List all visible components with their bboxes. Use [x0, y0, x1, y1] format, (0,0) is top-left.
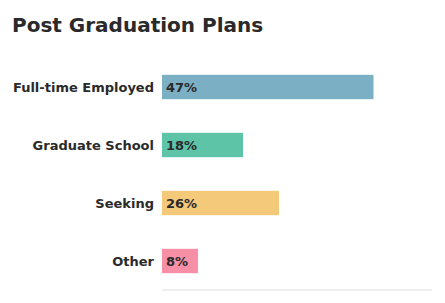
category-label: Seeking — [95, 196, 154, 211]
bars — [162, 75, 374, 273]
data-label: 8% — [166, 254, 188, 269]
data-label: 18% — [166, 138, 197, 153]
category-label: Other — [112, 254, 154, 269]
chart-title: Post Graduation Plans — [12, 13, 263, 37]
bar — [162, 75, 374, 99]
bar — [162, 191, 279, 215]
chart-container: Post Graduation Plans Full-time Employed 4… — [0, 0, 445, 303]
axis-line — [162, 290, 432, 291]
bar — [162, 249, 198, 273]
data-label: 26% — [166, 196, 197, 211]
labels: Full-time Employed 47% Graduate School 18% S… — [13, 80, 197, 269]
bar — [162, 133, 243, 157]
chart-svg: Post Graduation Plans Full-time Employed 4… — [0, 0, 445, 303]
data-label: 47% — [166, 80, 197, 95]
category-label: Full-time Employed — [13, 80, 154, 95]
category-label: Graduate School — [33, 138, 154, 153]
